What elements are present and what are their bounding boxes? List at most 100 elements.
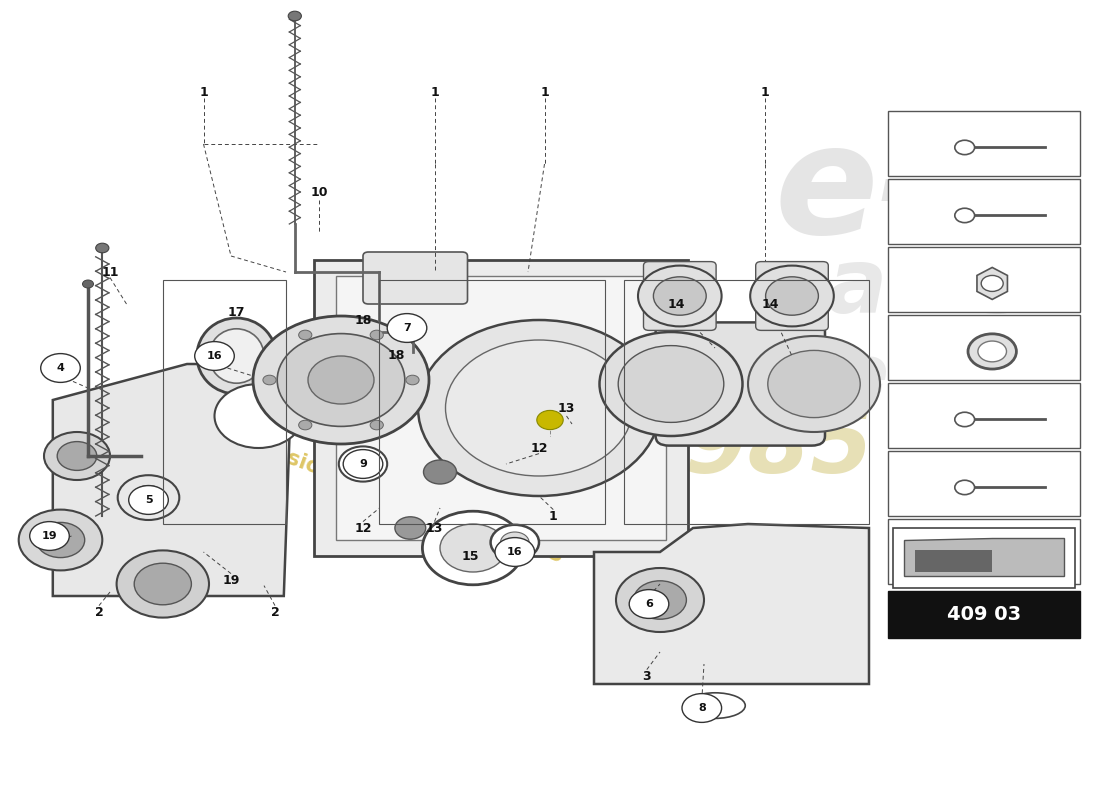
Text: parts: parts [763, 244, 1030, 332]
Circle shape [981, 275, 1003, 291]
Circle shape [263, 375, 276, 385]
Circle shape [634, 581, 686, 619]
Circle shape [682, 694, 722, 722]
Circle shape [653, 277, 706, 315]
Circle shape [370, 420, 383, 430]
Text: 12: 12 [530, 442, 548, 454]
Circle shape [422, 511, 524, 585]
Text: e-: e- [774, 118, 942, 266]
Circle shape [253, 316, 429, 444]
Polygon shape [977, 267, 1008, 299]
Bar [888, 519, 1080, 584]
Circle shape [955, 208, 975, 222]
Bar [624, 280, 869, 524]
Text: 11: 11 [101, 266, 119, 278]
Circle shape [395, 517, 426, 539]
Text: 18: 18 [354, 314, 372, 326]
Text: 6: 6 [908, 404, 916, 418]
Circle shape [134, 563, 191, 605]
FancyBboxPatch shape [644, 262, 716, 330]
Circle shape [600, 332, 742, 436]
Circle shape [446, 340, 632, 476]
Circle shape [117, 550, 209, 618]
Text: 18: 18 [387, 350, 405, 362]
Text: 5: 5 [145, 495, 152, 505]
Circle shape [36, 522, 85, 558]
Circle shape [387, 314, 427, 342]
Circle shape [748, 336, 880, 432]
Circle shape [955, 140, 975, 154]
Circle shape [616, 568, 704, 632]
Circle shape [44, 432, 110, 480]
Text: 8: 8 [697, 703, 706, 713]
Text: 7: 7 [908, 336, 916, 350]
Text: 1: 1 [199, 86, 208, 98]
Text: 15: 15 [462, 550, 480, 562]
Ellipse shape [209, 329, 264, 383]
Text: 7: 7 [403, 323, 411, 333]
Polygon shape [594, 524, 869, 684]
Text: 1: 1 [760, 86, 769, 98]
Circle shape [955, 412, 975, 426]
Circle shape [214, 384, 302, 448]
Circle shape [500, 532, 529, 553]
FancyBboxPatch shape [756, 262, 828, 330]
Ellipse shape [684, 693, 746, 718]
Text: 12: 12 [354, 522, 372, 534]
Text: 5: 5 [908, 472, 916, 486]
Text: 2: 2 [271, 606, 279, 618]
Text: 17: 17 [228, 306, 245, 318]
Text: 19: 19 [42, 531, 57, 541]
Text: 4: 4 [908, 540, 916, 554]
Bar [888, 179, 1080, 244]
Circle shape [418, 320, 660, 496]
Bar [893, 528, 1075, 588]
Circle shape [339, 446, 387, 482]
Circle shape [750, 266, 834, 326]
Circle shape [766, 277, 818, 315]
Circle shape [41, 354, 80, 382]
Circle shape [118, 475, 179, 520]
Circle shape [370, 330, 384, 340]
Text: 16: 16 [507, 547, 522, 557]
Circle shape [82, 280, 94, 288]
Bar [163, 280, 286, 524]
FancyBboxPatch shape [363, 252, 468, 304]
Circle shape [132, 486, 165, 510]
Circle shape [343, 450, 383, 478]
Circle shape [955, 480, 975, 494]
Text: 13: 13 [558, 402, 575, 414]
Text: 1: 1 [549, 510, 558, 522]
Text: 9: 9 [908, 200, 916, 214]
Circle shape [440, 524, 506, 572]
Circle shape [96, 243, 109, 253]
Circle shape [298, 330, 312, 340]
Circle shape [618, 346, 724, 422]
Circle shape [57, 442, 97, 470]
Text: a passion for parts since 1985: a passion for parts since 1985 [226, 426, 566, 566]
Text: 409 03: 409 03 [947, 605, 1021, 624]
Circle shape [129, 486, 168, 514]
Text: 4: 4 [56, 363, 65, 373]
Text: 1: 1 [430, 86, 439, 98]
Text: 2: 2 [95, 606, 103, 618]
Text: 1985: 1985 [623, 404, 873, 492]
Text: 14: 14 [668, 298, 685, 310]
Polygon shape [314, 260, 688, 556]
Polygon shape [53, 364, 292, 596]
Text: 6: 6 [645, 599, 653, 609]
Text: 3: 3 [642, 670, 651, 682]
Circle shape [491, 525, 539, 560]
Bar [379, 280, 605, 524]
Circle shape [298, 420, 312, 430]
Text: 9: 9 [359, 459, 367, 469]
Text: 19: 19 [222, 574, 240, 586]
Circle shape [30, 522, 69, 550]
Circle shape [978, 341, 1006, 362]
Polygon shape [336, 276, 666, 540]
Text: 8: 8 [908, 267, 916, 282]
Bar [888, 591, 1080, 638]
Polygon shape [904, 538, 1064, 576]
Circle shape [968, 334, 1016, 369]
Text: 16: 16 [207, 351, 222, 361]
